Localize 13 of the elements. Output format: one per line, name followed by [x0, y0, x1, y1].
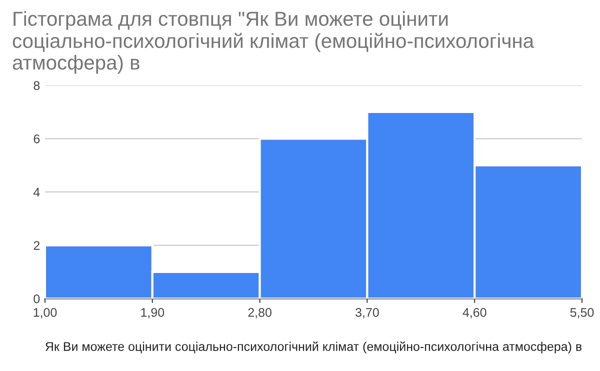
x-tick-label: 4,60	[462, 308, 486, 318]
x-tick-label: 1,00	[34, 308, 57, 318]
chart-title: Гістограма для стовпця "Як Ви можете оцінити соціально-психологічний клімат (емоційно-психологічна атмосфера) в	[12, 11, 534, 74]
y-tick-label: 0	[34, 294, 40, 304]
y-tick-label: 6	[34, 134, 40, 144]
x-tick-label: 3,70	[356, 308, 379, 318]
x-tick-label: 1,90	[141, 308, 164, 318]
y-tick-label: 8	[34, 81, 40, 90]
y-tick-label: 4	[33, 188, 40, 197]
x-tick-label: 5,50	[570, 308, 594, 318]
x-tick-label: 2,80	[248, 308, 272, 318]
y-tick-label: 2	[34, 241, 40, 250]
x-axis-title: Як Ви можете оцінити соціально-психологічний клімат (емоційно-психологічна атмосфера) в	[46, 342, 582, 354]
